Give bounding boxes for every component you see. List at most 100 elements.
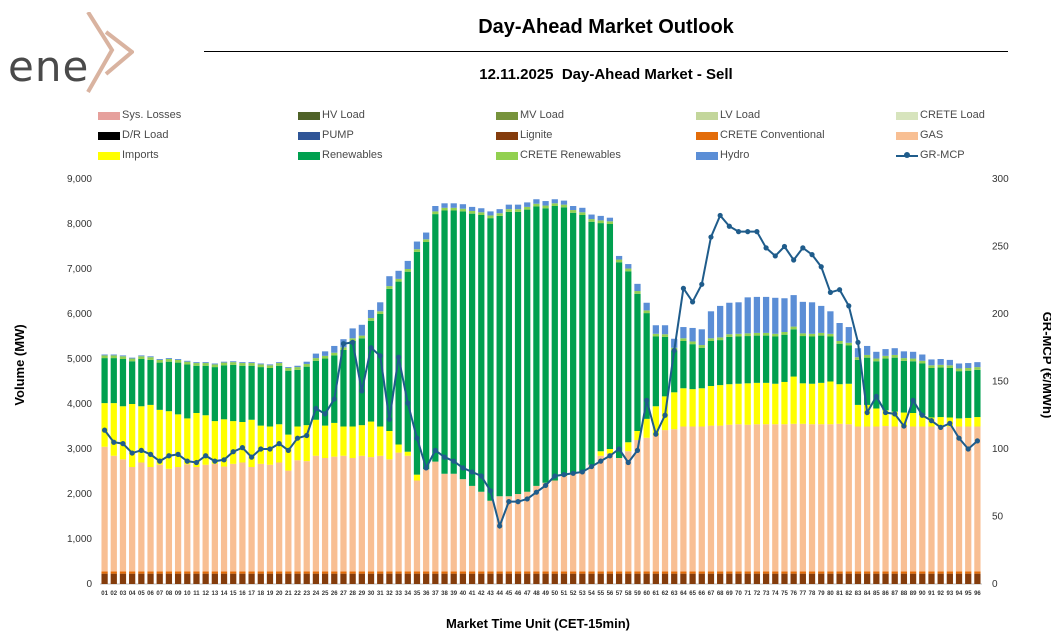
mcp-point — [331, 396, 337, 402]
y-axis-ticks: 0 1,000 2,000 3,000 4,000 5,000 6,000 7,000 8,00… — [67, 174, 92, 590]
legend-label: GR-MCP — [920, 149, 965, 161]
bar-segment — [643, 418, 650, 438]
bar-segment — [174, 571, 182, 574]
bar-segment — [671, 571, 678, 574]
y-tick-label: 4,000 — [67, 399, 92, 410]
bar-segment — [781, 571, 788, 574]
bar-segment — [827, 311, 834, 334]
bar-segment — [220, 573, 228, 584]
bar-segment — [386, 276, 393, 287]
bar-segment — [946, 426, 953, 572]
bar-segment — [441, 207, 448, 211]
bar-segment — [579, 215, 586, 472]
bar-segment — [202, 363, 209, 366]
mcp-point — [855, 339, 861, 345]
bar-segment — [294, 460, 301, 572]
bar-segment — [220, 361, 228, 363]
bar-segment — [129, 573, 136, 584]
logo-text: ene — [8, 42, 90, 91]
bar-segment — [312, 358, 320, 361]
bar-segment — [919, 360, 926, 364]
legend-label: LV Load — [720, 109, 761, 121]
mcp-point — [267, 446, 273, 452]
mcp-point — [193, 459, 200, 466]
bar-segment — [781, 298, 788, 332]
bar-segment — [606, 573, 614, 584]
bar-segment — [726, 573, 733, 584]
bar-segment — [882, 355, 889, 359]
bar-segment — [321, 351, 329, 356]
mcp-point — [294, 435, 301, 441]
bar-segment — [285, 368, 292, 371]
bar-segment — [735, 336, 742, 384]
bar-segment — [900, 571, 908, 574]
bar-segment — [211, 421, 218, 464]
bar-segment — [790, 295, 797, 327]
bar-segment — [772, 573, 779, 584]
bar-segment — [533, 485, 540, 572]
bar-segment — [147, 359, 154, 405]
mcp-point — [818, 264, 824, 270]
bar-segment — [965, 426, 972, 572]
y2-tick-label: 200 — [992, 309, 1009, 320]
bar-segment — [974, 573, 981, 584]
x-tick-label: 67 — [708, 591, 715, 597]
x-tick-label: 32 — [386, 591, 393, 597]
bar-segment — [165, 359, 173, 362]
bar-segment — [138, 356, 145, 359]
bar-segment — [450, 210, 457, 474]
bar-segment — [193, 365, 200, 413]
bar-segment — [496, 496, 503, 572]
y-tick-label: 6,000 — [67, 309, 92, 320]
bar-segment — [248, 362, 255, 364]
bar-segment — [891, 571, 898, 574]
bar-segment — [220, 362, 228, 366]
bar-segment — [753, 332, 761, 336]
bar-segment — [542, 201, 549, 206]
y-tick-label: 9,000 — [67, 174, 92, 185]
bar-segment — [744, 383, 751, 425]
mcp-point — [671, 347, 677, 354]
x-tick-label: 43 — [487, 591, 494, 597]
bar-segment — [312, 571, 320, 574]
bar-segment — [312, 360, 320, 420]
bar-segment — [276, 365, 283, 425]
bar-segment — [570, 473, 577, 572]
bar-segment — [781, 573, 788, 584]
bar-segment — [891, 411, 898, 427]
mcp-point — [974, 438, 981, 444]
bar-segment — [423, 232, 430, 240]
bar-segment — [487, 215, 494, 219]
bar-segment — [138, 406, 145, 463]
mcp-point — [662, 412, 668, 418]
bar-segment — [110, 355, 117, 359]
bar-segment — [570, 206, 577, 211]
bar-segment — [671, 350, 678, 393]
bar-segment — [340, 455, 347, 572]
mcp-point — [441, 454, 448, 460]
bar-segment — [671, 338, 678, 348]
bar-segment — [974, 367, 981, 370]
x-tick-label: 27 — [340, 591, 347, 597]
mcp-point — [708, 234, 714, 240]
bar-segment — [533, 571, 540, 574]
bar-segment — [312, 573, 320, 584]
mcp-point — [791, 257, 797, 263]
bar-segment — [551, 203, 558, 206]
x-tick-label: 35 — [414, 591, 421, 597]
x-tick-label: 19 — [267, 591, 274, 597]
bar-segment — [138, 573, 145, 584]
bar-segment — [652, 325, 659, 334]
bar-segment — [827, 336, 834, 382]
mcp-point — [304, 432, 310, 439]
mcp-point — [634, 447, 641, 453]
mcp-point — [680, 285, 687, 291]
bar-segment — [689, 573, 696, 584]
mcp-point — [781, 243, 788, 250]
mcp-point — [221, 457, 227, 463]
bar-segment — [257, 573, 264, 584]
bar-segment — [772, 297, 779, 334]
bar-segment — [753, 335, 761, 383]
bar-segment — [101, 358, 108, 404]
bar-segment — [147, 467, 154, 572]
